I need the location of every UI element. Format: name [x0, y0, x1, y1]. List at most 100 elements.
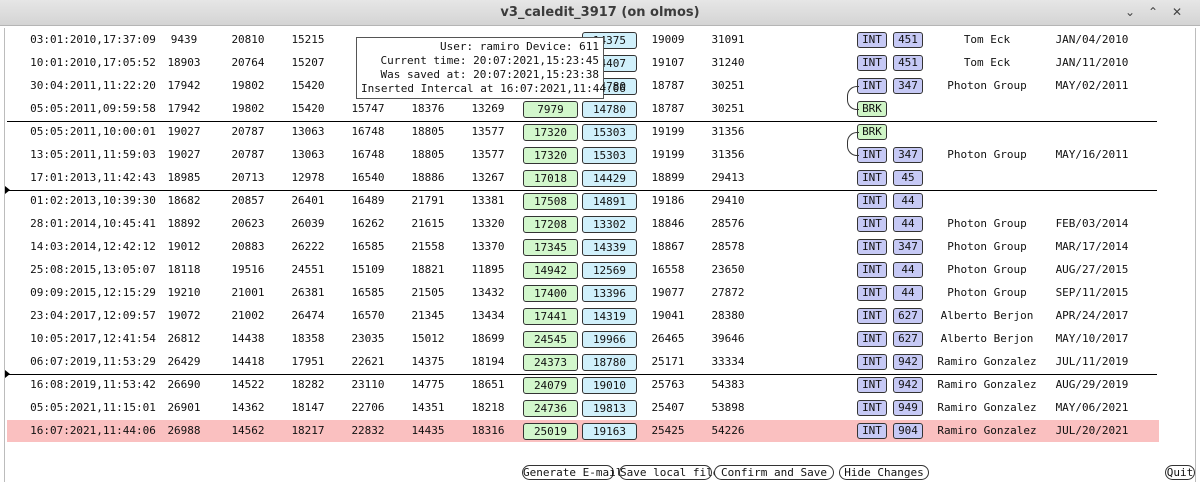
int-tag[interactable]: INT — [857, 285, 887, 301]
int-tag[interactable]: INT — [857, 55, 887, 71]
value-box-blue[interactable]: 14319 — [582, 308, 637, 325]
int-tag[interactable]: INT — [857, 262, 887, 278]
device-number-tag[interactable]: 949 — [893, 400, 923, 416]
value-box-green[interactable]: 17400 — [523, 285, 578, 302]
table-row[interactable]: 28:01:2014,10:45:41 18892 20623 26039 16262 2… — [7, 213, 1159, 235]
value-box-blue[interactable]: 18780 — [582, 354, 637, 371]
value-box-green[interactable]: 17508 — [523, 193, 578, 210]
device-number-tag[interactable]: 44 — [893, 216, 923, 232]
table-row[interactable]: 14:03:2014,12:42:12 19012 20883 26222 16585 2… — [7, 236, 1159, 258]
date-cell: SEP/11/2015 — [1055, 286, 1129, 299]
int-tag[interactable]: INT — [857, 400, 887, 416]
value-box-blue[interactable]: 19813 — [582, 400, 637, 417]
table-row[interactable]: 09:09:2015,12:15:29 19210 21001 26381 16585 2… — [7, 282, 1159, 304]
device-number-tag[interactable]: 44 — [893, 193, 923, 209]
value-box-blue[interactable]: 13396 — [582, 285, 637, 302]
device-number-tag[interactable]: 347 — [893, 147, 923, 163]
int-tag[interactable]: INT — [857, 193, 887, 209]
value-box-green[interactable]: 7979 — [523, 101, 578, 118]
device-number-tag[interactable]: 904 — [893, 423, 923, 439]
device-number-tag[interactable]: 45 — [893, 170, 923, 186]
value-box-green[interactable]: 25019 — [523, 423, 578, 440]
minimize-icon[interactable]: ⌄ — [1124, 5, 1136, 19]
value-cell: 20623 — [231, 217, 265, 230]
brk-tag[interactable]: BRK — [857, 124, 887, 140]
value-box-blue[interactable]: 19966 — [582, 331, 637, 348]
value-cell: 13320 — [471, 217, 505, 230]
value-box-blue[interactable]: 14891 — [582, 193, 637, 210]
generate-email-button[interactable]: Generate E-mail — [522, 465, 623, 480]
brk-tag[interactable]: BRK — [857, 101, 887, 117]
device-number-tag[interactable]: 627 — [893, 331, 923, 347]
value-box-green[interactable]: 24736 — [523, 400, 578, 417]
value-box-green[interactable]: 24545 — [523, 331, 578, 348]
device-number-tag[interactable]: 627 — [893, 308, 923, 324]
table-row[interactable]: 13:05:2011,11:59:03 19027 20787 13063 16748 1… — [7, 144, 1159, 166]
value-box-blue[interactable]: 14429 — [582, 170, 637, 187]
int-tag[interactable]: INT — [857, 147, 887, 163]
int-tag[interactable]: INT — [857, 308, 887, 324]
confirm-and-save-button[interactable]: Confirm and Save — [714, 465, 834, 480]
table-row[interactable]: 10:01:2010,17:05:52 18903 20764 15207 14407 1… — [7, 52, 1159, 74]
table-row[interactable]: 16:07:2021,11:44:06 26988 14562 18217 22832 1… — [7, 420, 1159, 442]
table-row[interactable]: 05:05:2011,09:59:58 17942 19802 15420 15747 1… — [7, 98, 1159, 120]
device-number-tag[interactable]: 347 — [893, 239, 923, 255]
value-box-green[interactable]: 17441 — [523, 308, 578, 325]
value-box-blue[interactable]: 12569 — [582, 262, 637, 279]
int-tag[interactable]: INT — [857, 216, 887, 232]
device-number-tag[interactable]: 451 — [893, 32, 923, 48]
value-cell: 14418 — [231, 355, 265, 368]
value-cell: 19199 — [651, 148, 685, 161]
int-tag[interactable]: INT — [857, 170, 887, 186]
value-box-green[interactable]: 17320 — [523, 124, 578, 141]
value-cell: 26381 — [291, 286, 325, 299]
value-cell: 29413 — [711, 171, 745, 184]
device-number-tag[interactable]: 347 — [893, 78, 923, 94]
table-row[interactable]: 25:08:2015,13:05:07 18118 19516 24551 15109 1… — [7, 259, 1159, 281]
table-row[interactable]: 17:01:2013,11:42:43 18985 20713 12978 16540 1… — [7, 167, 1159, 189]
table-row[interactable]: 05:05:2011,10:00:01 19027 20787 13063 16748 1… — [7, 121, 1159, 143]
value-box-blue[interactable]: 13302 — [582, 216, 637, 233]
table-row[interactable]: 06:07:2019,11:53:29 26429 14418 17951 22621 1… — [7, 351, 1159, 373]
hide-changes-button[interactable]: Hide Changes — [839, 465, 929, 480]
value-box-blue[interactable]: 19163 — [582, 423, 637, 440]
value-box-green[interactable]: 14942 — [523, 262, 578, 279]
value-box-blue[interactable]: 15303 — [582, 147, 637, 164]
int-tag[interactable]: INT — [857, 32, 887, 48]
int-tag[interactable]: INT — [857, 78, 887, 94]
window-titlebar[interactable]: v3_caledit_3917 (on olmos) ⌄ ⌃ ✕ — [0, 0, 1200, 26]
value-box-green[interactable]: 17018 — [523, 170, 578, 187]
value-box-green[interactable]: 17320 — [523, 147, 578, 164]
device-number-tag[interactable]: 44 — [893, 285, 923, 301]
value-box-green[interactable]: 24079 — [523, 377, 578, 394]
int-tag[interactable]: INT — [857, 423, 887, 439]
quit-button[interactable]: Quit — [1165, 465, 1195, 480]
close-icon[interactable]: ✕ — [1171, 5, 1183, 19]
device-number-tag[interactable]: 942 — [893, 354, 923, 370]
table-row[interactable]: 01:02:2013,10:39:30 18682 20857 26401 16489 2… — [7, 190, 1159, 212]
table-row[interactable]: 03:01:2010,17:37:09 9439 20810 15215 14375 19… — [7, 29, 1159, 51]
save-local-file-button[interactable]: Save local file — [619, 465, 720, 480]
value-box-green[interactable]: 17208 — [523, 216, 578, 233]
device-number-tag[interactable]: 44 — [893, 262, 923, 278]
int-tag[interactable]: INT — [857, 239, 887, 255]
device-number-tag[interactable]: 942 — [893, 377, 923, 393]
value-box-blue[interactable]: 14339 — [582, 239, 637, 256]
device-number-tag[interactable]: 451 — [893, 55, 923, 71]
table-row[interactable]: 05:05:2021,11:15:01 26901 14362 18147 22706 1… — [7, 397, 1159, 419]
table-row[interactable]: 10:05:2017,12:41:54 26812 14438 18358 23035 1… — [7, 328, 1159, 350]
value-box-blue[interactable]: 15303 — [582, 124, 637, 141]
value-box-blue[interactable]: 14780 — [582, 101, 637, 118]
value-cell: 22621 — [351, 355, 385, 368]
int-tag[interactable]: INT — [857, 331, 887, 347]
restore-icon[interactable]: ⌃ — [1147, 5, 1159, 19]
value-box-blue[interactable]: 19010 — [582, 377, 637, 394]
int-tag[interactable]: INT — [857, 377, 887, 393]
value-cell: 18985 — [167, 171, 201, 184]
table-row[interactable]: 16:08:2019,11:53:42 26690 14522 18282 23110 1… — [7, 374, 1159, 396]
date-cell: AUG/29/2019 — [1055, 378, 1129, 391]
value-box-green[interactable]: 17345 — [523, 239, 578, 256]
int-tag[interactable]: INT — [857, 354, 887, 370]
value-box-green[interactable]: 24373 — [523, 354, 578, 371]
table-row[interactable]: 23:04:2017,12:09:57 19072 21002 26474 16570 2… — [7, 305, 1159, 327]
